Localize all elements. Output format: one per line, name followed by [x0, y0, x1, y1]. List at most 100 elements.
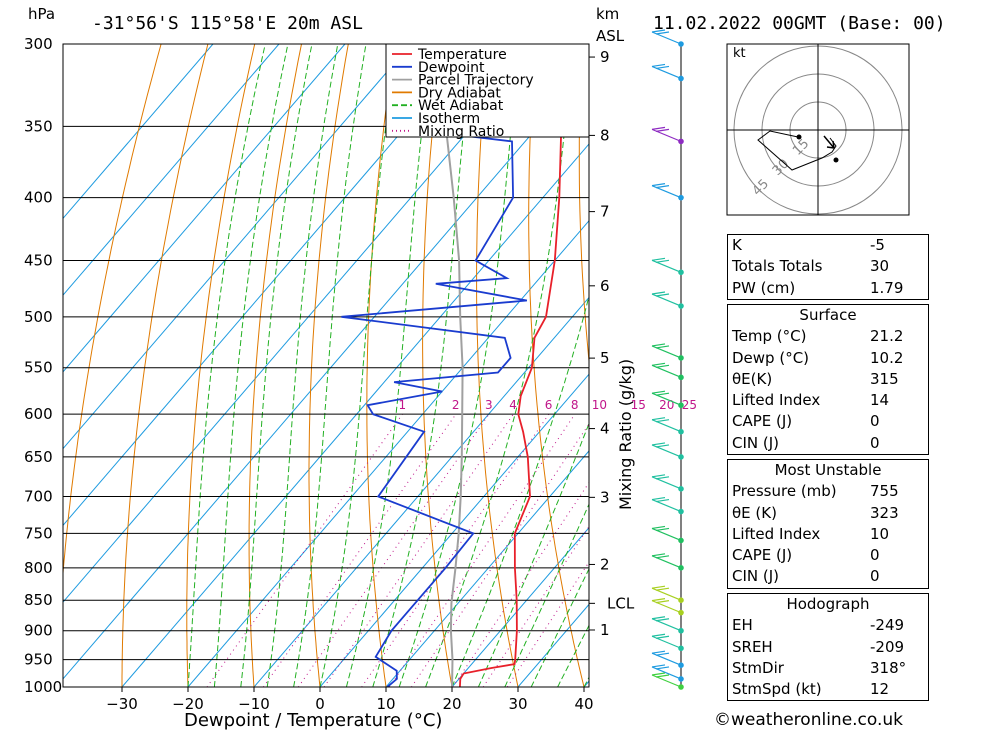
- isotherm-line: [451, 526, 589, 687]
- pressure-tick-label: 350: [24, 117, 53, 135]
- plot-frame: [62, 43, 590, 688]
- pressure-tick-label: 450: [24, 252, 53, 270]
- wind-barb-feather: [655, 345, 670, 349]
- mu-row: Pressure (mb) 755: [732, 482, 899, 501]
- height-unit: km: [596, 5, 619, 23]
- mixing-ratio-line: [361, 413, 550, 687]
- isotherm-line: [121, 143, 589, 687]
- pressure-tick-label: 700: [24, 488, 53, 506]
- wind-level-dot: [678, 355, 684, 361]
- mixing-ratio-label: 1: [398, 398, 406, 412]
- mixing-ratio-line: [452, 481, 589, 687]
- index-row-pw: PW (cm) 1.79: [732, 278, 904, 297]
- wind-barb-feather: [651, 29, 666, 33]
- pressure-tick-label: 900: [24, 622, 53, 640]
- dry-adiabat-line: [957, 44, 1000, 687]
- isotherm-line: [253, 296, 589, 687]
- hodograph-point: [796, 134, 802, 140]
- most-unstable-table: Most Unstable Pressure (mb) 755 θE (K) 323…: [727, 459, 929, 589]
- wind-level-dot: [678, 303, 684, 309]
- temp-tick-label: 10: [376, 695, 395, 713]
- lcl-label: LCL: [607, 594, 635, 612]
- isotherm-line: [63, 44, 544, 603]
- wind-barb-feather: [651, 585, 666, 589]
- wind-barb-feather: [655, 652, 670, 656]
- temp-tick-label: 30: [508, 695, 527, 713]
- temp-tick-label: −20: [172, 695, 204, 713]
- wind-barb-feather: [651, 63, 666, 68]
- isotherm-line: [319, 373, 589, 687]
- isotherm-line: [187, 219, 589, 687]
- mixing-ratio-line: [388, 413, 576, 687]
- wind-barb-feather: [651, 598, 666, 602]
- mixing-ratio-label: 4: [509, 398, 517, 412]
- wind-barb-feather: [655, 618, 670, 622]
- index-row-totals: Totals Totals 30: [732, 257, 890, 276]
- wind-barb-feather: [655, 674, 670, 678]
- temp-tick-label: 20: [442, 695, 461, 713]
- temp-tick-label: 0: [315, 695, 325, 713]
- wind-barb-feather: [655, 498, 670, 503]
- pressure-tick-label: 650: [24, 448, 53, 466]
- wind-barb-feather: [655, 555, 670, 559]
- mu-row: Lifted Index 10: [732, 524, 890, 543]
- grid-lines: [63, 44, 1000, 687]
- pressure-tick-label: 600: [24, 405, 53, 423]
- wind-barb-feather: [655, 31, 670, 35]
- wet-adiabat-line: [240, 44, 313, 687]
- datetime-title: 11.02.2022 00GMT (Base: 00): [653, 13, 946, 34]
- wind-barb-feather: [651, 496, 666, 501]
- most-unstable-title: Most Unstable: [774, 461, 882, 479]
- temp-tick-label: 40: [574, 695, 593, 713]
- storm-motion-arrow: [823, 135, 835, 149]
- wind-barb-feather: [651, 442, 666, 446]
- dewpoint-line: [341, 44, 528, 687]
- height-tick-label: 2: [600, 555, 610, 573]
- hodograph-unit: kt: [733, 46, 746, 61]
- dry-adiabat-line: [248, 44, 302, 687]
- temperature-line: [459, 44, 574, 687]
- dry-adiabat-line: [628, 44, 716, 687]
- wind-barb-feather: [651, 633, 666, 637]
- wind-barb-feather: [651, 343, 666, 347]
- height-tick-label: 8: [600, 126, 610, 144]
- wind-barb-feather: [651, 362, 666, 366]
- height-tick-label: 9: [600, 48, 610, 66]
- legend-entry: Wet Adiabat: [418, 98, 504, 114]
- wind-barb-feather: [651, 257, 666, 261]
- mu-row: CAPE (J) 0: [732, 546, 880, 565]
- surface-row: Temp (°C) 21.2: [732, 327, 904, 346]
- mixing-ratio-line: [206, 413, 403, 687]
- pressure-tick-label: 300: [24, 35, 53, 53]
- pressure-tick-label: 1000: [24, 678, 62, 696]
- credit-link[interactable]: ©weatheronline.co.uk: [714, 710, 904, 730]
- mixing-ratio-line: [297, 413, 490, 687]
- mu-row: CIN (J) 0: [732, 567, 880, 586]
- dry-adiabat-line: [366, 44, 396, 687]
- pressure-tick-label: 850: [24, 591, 53, 609]
- surface-title: Surface: [799, 306, 857, 324]
- dry-adiabat-line: [186, 44, 256, 687]
- pressure-unit: hPa: [28, 5, 55, 23]
- index-row-k: K -5: [732, 236, 885, 254]
- isotherm-line: [63, 44, 412, 450]
- pressure-tick-label: 500: [24, 308, 53, 326]
- wet-adiabat-line: [345, 44, 434, 687]
- pressure-tick-label: 750: [24, 524, 53, 542]
- wet-adiabat-line: [187, 44, 266, 687]
- isotherm-line: [63, 44, 478, 527]
- wet-adiabat-line: [477, 421, 589, 687]
- wind-barb-feather: [651, 474, 666, 478]
- dry-adiabat-line: [578, 44, 589, 366]
- wind-barb-feather: [651, 650, 666, 654]
- wet-adiabat-line: [293, 44, 367, 687]
- dry-adiabat-line: [528, 44, 585, 687]
- mixing-ratio-label: 6: [545, 398, 553, 412]
- wind-barb-feather: [651, 664, 666, 668]
- surface-row: CAPE (J) 0: [732, 412, 880, 431]
- wind-profile: [651, 29, 684, 690]
- location-title: -31°56'S 115°58'E 20m ASL: [92, 13, 363, 34]
- height-tick-label: 4: [600, 420, 610, 438]
